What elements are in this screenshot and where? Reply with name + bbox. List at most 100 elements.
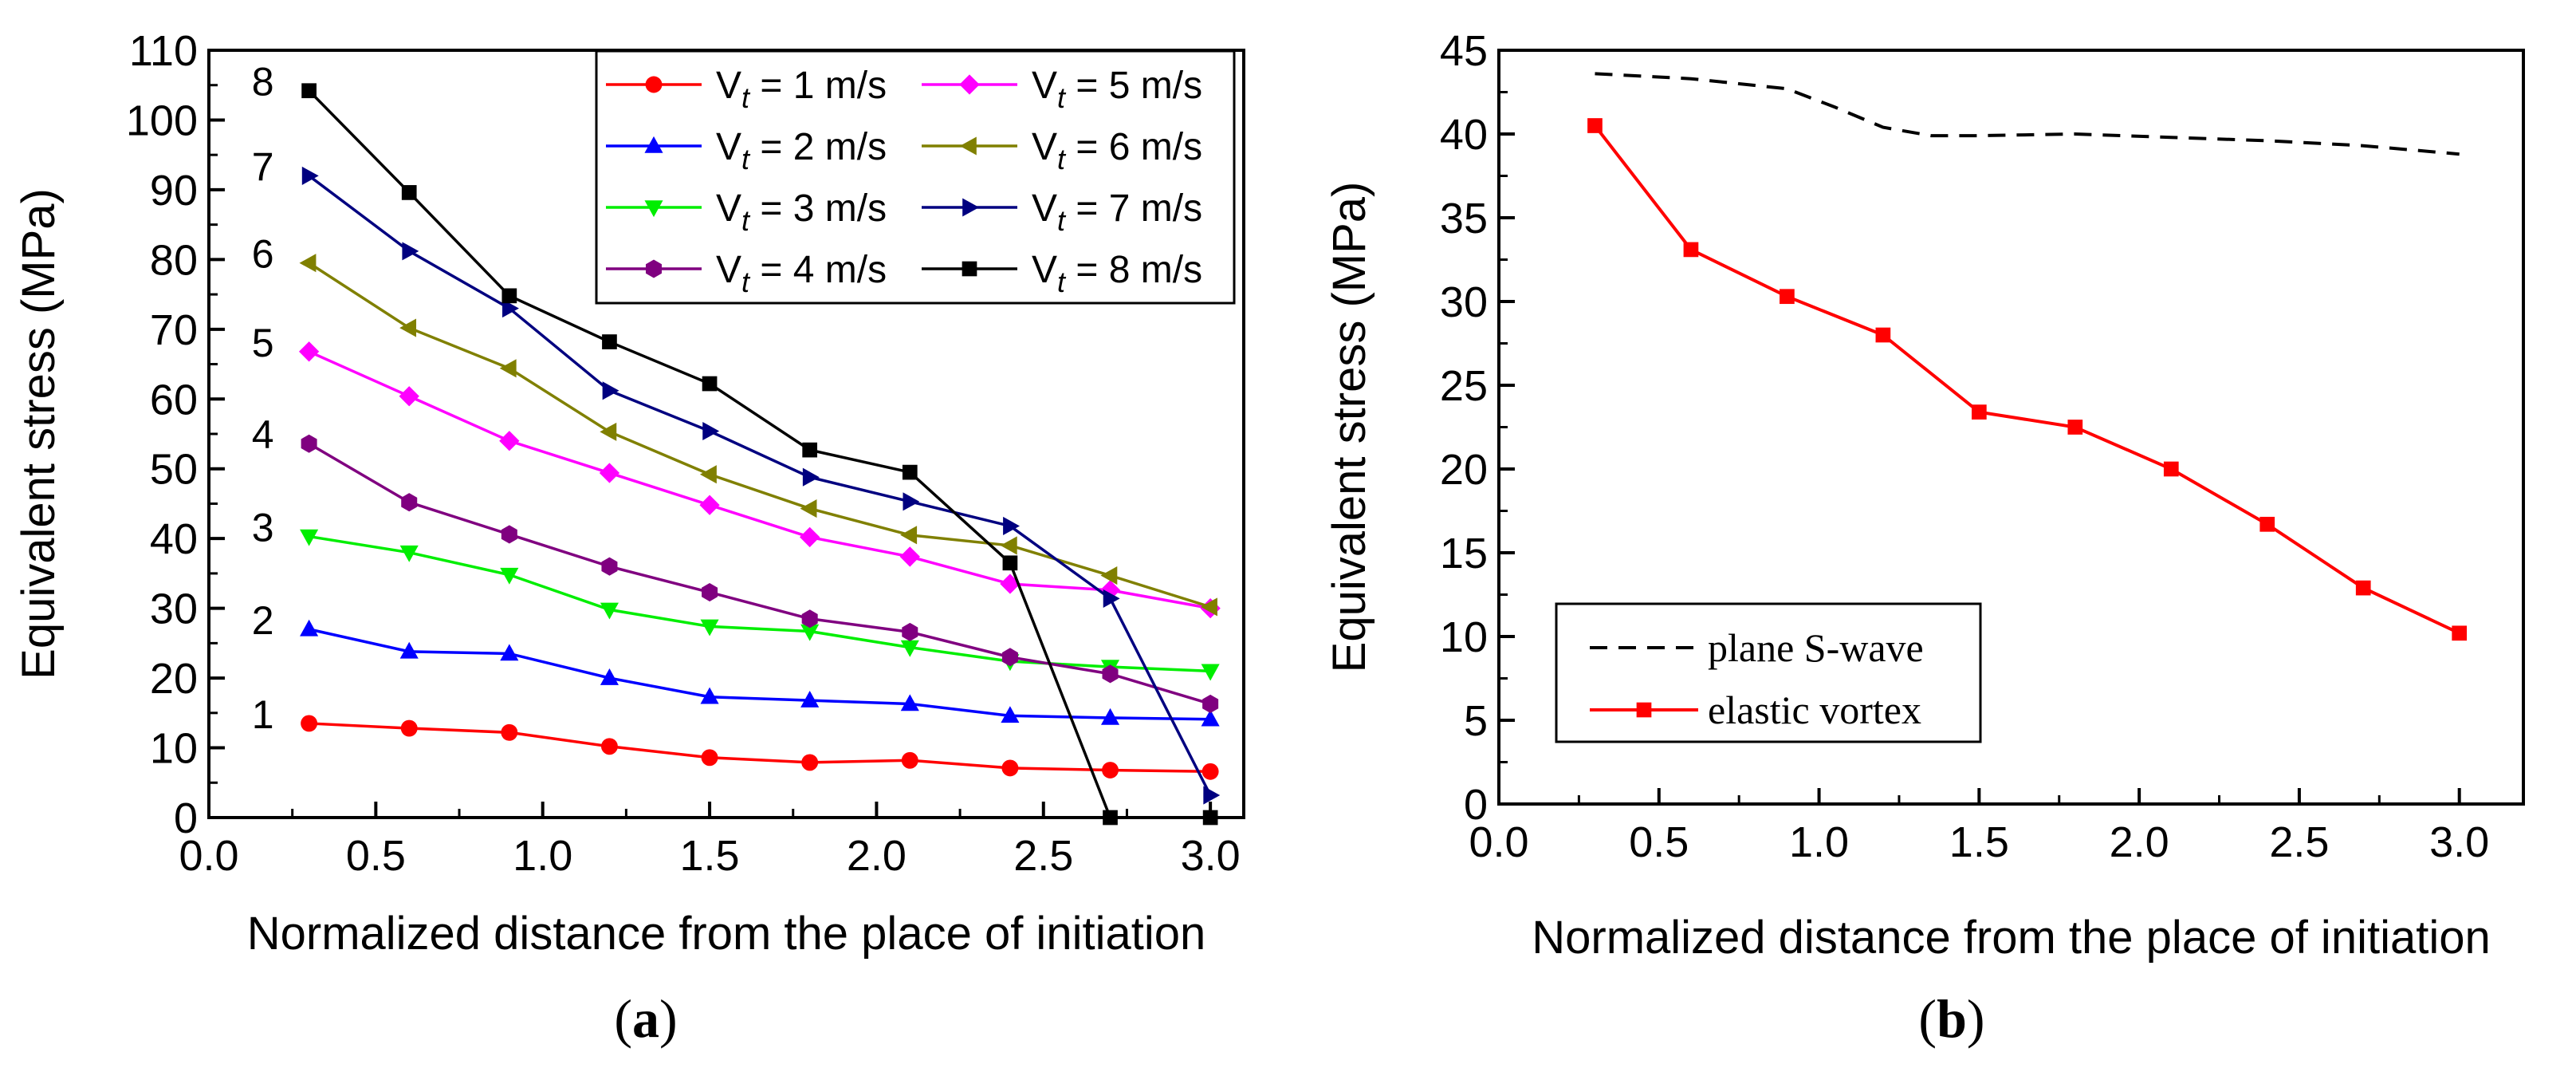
panel-b-x-tick-label: 0.0 [1469, 818, 1528, 866]
panel-a-legend-label: Vt = 2 m/s [716, 126, 887, 175]
panel-a-series-2-curve-label: 2 [252, 598, 274, 643]
panel-a-series-1-point [1201, 763, 1219, 780]
panel-a-legend-entry-8: Vt = 8 m/s [922, 249, 1202, 298]
panel-a-y-tick-label: 30 [150, 585, 198, 633]
panel-a-series-6-point [1100, 566, 1118, 585]
panel-a-series-5-point [800, 526, 820, 548]
panel-b-series-2-point [1971, 404, 1987, 420]
panel-a-y-tick-label: 20 [150, 655, 198, 703]
panel-a-series-4-line [308, 442, 1211, 706]
panel-a-series-6-point [1000, 536, 1017, 555]
panel-a-y-tick-label: 70 [150, 306, 198, 354]
panel-a-series-4-point [702, 582, 718, 602]
panel-b-y-tick-label: 10 [1440, 613, 1488, 661]
panel-b-legend-entry-2: elastic vortex [1590, 688, 1921, 732]
panel-a-series-2-point [1100, 707, 1120, 725]
panel-a-x-tick-label: 1.5 [680, 832, 740, 880]
panel-a-legend-swatch-marker [962, 198, 980, 217]
panel-a-series-2-point [500, 644, 519, 661]
panel-a-series-4-point [401, 493, 418, 512]
panel-a-series-5-point [298, 341, 320, 362]
panel-b-y-tick-label: 25 [1440, 362, 1488, 410]
panel-a-series-3-point [1201, 664, 1220, 681]
panel-a-series-6-point [800, 499, 817, 518]
panel-a-x-tick-label: 2.5 [1013, 832, 1073, 880]
panel-a-series-4-point [1102, 664, 1119, 684]
panel-a-legend-entry-6: Vt = 6 m/s [922, 126, 1202, 175]
panel-a-series-7-point [402, 242, 419, 261]
panel-b-y-tick-label: 0 [1464, 781, 1488, 829]
panel-a-series-5-point [899, 546, 920, 567]
panel-a-series-7-point [502, 299, 519, 318]
panel-b-y-tick-label: 15 [1440, 530, 1488, 577]
panel-a-x-tick-label: 2.0 [847, 832, 907, 880]
panel-a-series-6-point [699, 465, 717, 484]
panel-a-series-3-point [600, 602, 619, 620]
panel-a-chart: 1 2 3 4 5 6 7 8 0 10 20 30 40 50 60 70 80 90 100 110 0.0 0.5… [13, 27, 1245, 960]
panel-a-series-4-point [601, 557, 618, 576]
panel-a-legend-entry-1: Vt = 1 m/s [606, 65, 887, 114]
panel-a-series-8-point [702, 376, 718, 392]
panel-a-legend-label: Vt = 7 m/s [1032, 187, 1202, 237]
panel-b-legend: plane S-wave elastic vortex [1555, 602, 1982, 743]
panel-a-series-4-point [902, 622, 918, 641]
panel-b-series-2-point [2452, 625, 2468, 641]
panel-a-series-6: 6 [252, 232, 1217, 617]
panel-a-y-tick-label: 0 [174, 794, 198, 842]
panel-b-y-tick-label: 20 [1440, 446, 1488, 494]
panel-a-series-3-point [900, 640, 919, 657]
panel-a-legend-entry-5: Vt = 5 m/s [922, 65, 1202, 114]
panel-b-series-2-point [1780, 289, 1795, 305]
panel-a-series-3-point [300, 529, 319, 546]
panel-a-x-tick-label: 0.0 [179, 832, 238, 880]
panel-a-legend-swatch-marker [645, 76, 663, 93]
panel-a-legend-swatch-marker [959, 74, 980, 95]
panel-a-series-7-point [702, 421, 720, 441]
panel-a-series-5-point [1000, 573, 1021, 594]
panel-a-y-tick-label: 80 [150, 236, 198, 284]
panel-a-legend-box [595, 49, 1236, 305]
panel-a-legend-entry-3: Vt = 3 m/s [606, 187, 887, 237]
panel-a-series-2-point [700, 687, 719, 704]
panel-a-series-7-point [301, 166, 319, 185]
panel-a-series-6-point [299, 254, 317, 273]
panel-a-legend-label: Vt = 1 m/s [716, 65, 887, 114]
panel-b-x-tick-label: 1.0 [1789, 818, 1849, 866]
panel-a-y-tick-label: 10 [150, 725, 198, 773]
panel-b-y-axis-label: Equivalent stress (MPa) [1323, 182, 1375, 673]
panel-b-caption-letter: b [1937, 988, 1967, 1049]
panel-a-series-8-point [301, 83, 317, 99]
panel-a-series-1-point [301, 715, 318, 732]
panel-a-series-2-point [1201, 709, 1220, 727]
panel-b-series-2-point [1587, 118, 1603, 133]
panel-a-legend-label: Vt = 5 m/s [1032, 65, 1202, 114]
panel-a-series-2-point [1001, 706, 1020, 723]
panel-a-x-tick-label: 3.0 [1181, 832, 1241, 880]
panel-a-series-7-point [602, 381, 619, 400]
panel-a-series-8-point [501, 288, 517, 304]
panel-a-series-2-line [309, 628, 1211, 721]
panel-a-series-2-point [300, 619, 319, 637]
panel-a-series-2-point [399, 641, 419, 659]
panel-b-y-tick-label: 5 [1464, 697, 1488, 745]
panel-a-legend: Vt = 1 m/s Vt = 5 m/s Vt = 2 m/s Vt = 6 m/s… [595, 49, 1236, 305]
panel-a-x-tick-label: 0.5 [346, 832, 406, 880]
panel-b-x-tick-label: 2.0 [2110, 818, 2169, 866]
panel-a-series-5-curve-label: 5 [252, 321, 274, 365]
panel-a-series-7-point [1103, 589, 1120, 608]
panel-b-x-tick-label: 2.5 [2269, 818, 2329, 866]
panel-b-series-2-point [2067, 420, 2083, 435]
panel-a-legend-label: Vt = 3 m/s [716, 187, 887, 237]
panel-a-x-tick-label: 1.0 [513, 832, 572, 880]
panel-a-series-5-point [699, 495, 720, 515]
panel-a-series-7-line [308, 175, 1212, 796]
panel-a-series-4-point [1001, 648, 1018, 667]
panel-a-series-1-point [1001, 759, 1019, 777]
panel-b-y-tick-label: 40 [1440, 111, 1488, 159]
panel-a-series-5-point [499, 431, 520, 451]
panel-a-y-tick-label: 50 [150, 446, 198, 494]
panel-a-series-3-point [500, 567, 519, 585]
panel-b-y-tick-label: 45 [1440, 27, 1488, 75]
